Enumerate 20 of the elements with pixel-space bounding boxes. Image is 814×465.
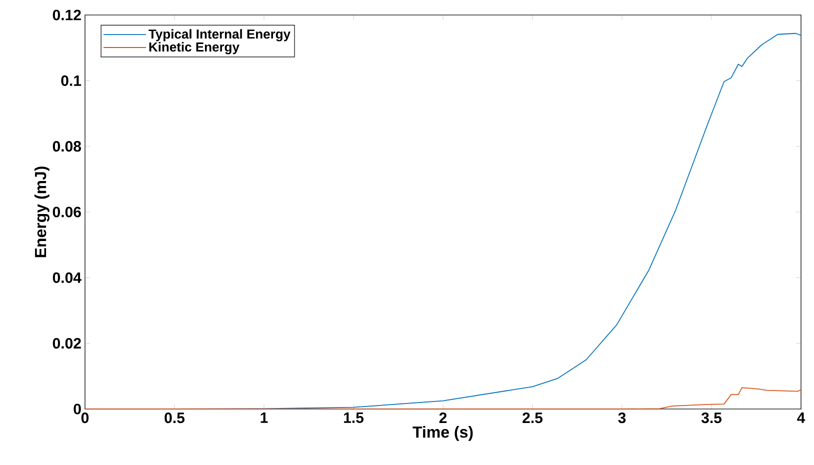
legend-label: Kinetic Energy	[149, 42, 240, 54]
legend-label: Typical Internal Energy	[148, 29, 290, 42]
y-axis-title: Energy (mJ)	[34, 166, 50, 258]
y-tick-label: 0	[74, 404, 81, 414]
y-tick-label: 0.12	[52, 10, 81, 20]
x-tick-label: 0	[81, 412, 89, 424]
x-tick-label: 1.5	[344, 412, 364, 423]
x-tick-label: 1	[260, 412, 268, 423]
x-tick-label: 0.5	[164, 412, 185, 424]
x-tick-label: 4	[797, 412, 806, 423]
y-tick-label: 0.1	[61, 75, 82, 86]
y-tick-label: 0.06	[52, 206, 81, 218]
y-tick-label: 0.04	[52, 272, 82, 283]
y-tick-label: 0.02	[52, 338, 81, 349]
y-tick-label: 0.08	[52, 141, 82, 152]
x-tick-label: 3.5	[701, 412, 722, 424]
x-tick-label: 3	[618, 412, 626, 424]
x-tick-label: 2.5	[522, 412, 543, 424]
x-tick-label: 2	[439, 412, 447, 423]
x-axis-title: Time (s)	[412, 426, 473, 441]
